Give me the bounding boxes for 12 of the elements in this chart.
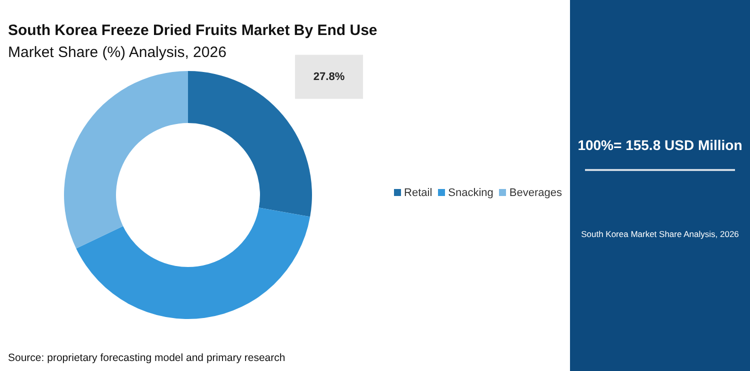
chart-subtitle: Market Share (%) Analysis, 2026 bbox=[8, 44, 226, 61]
text: South Korea Market Share Analysis, 2026 bbox=[580, 229, 740, 239]
donut-slice bbox=[76, 208, 310, 319]
legend-label: Snacking bbox=[447, 186, 494, 198]
text: 100%= 155.8 USD Million bbox=[576, 136, 744, 155]
legend-label: Retail bbox=[403, 186, 432, 198]
donut-slice bbox=[188, 71, 312, 217]
source-note: Source: proprietary forecasting model and primary research bbox=[8, 352, 286, 364]
data-label: 27.8% bbox=[313, 70, 345, 83]
donut-slice bbox=[64, 71, 188, 248]
legend-label: Beverages bbox=[508, 186, 562, 198]
chart-title: South Korea Freeze Dried Fruits Market By End Use bbox=[8, 22, 378, 39]
